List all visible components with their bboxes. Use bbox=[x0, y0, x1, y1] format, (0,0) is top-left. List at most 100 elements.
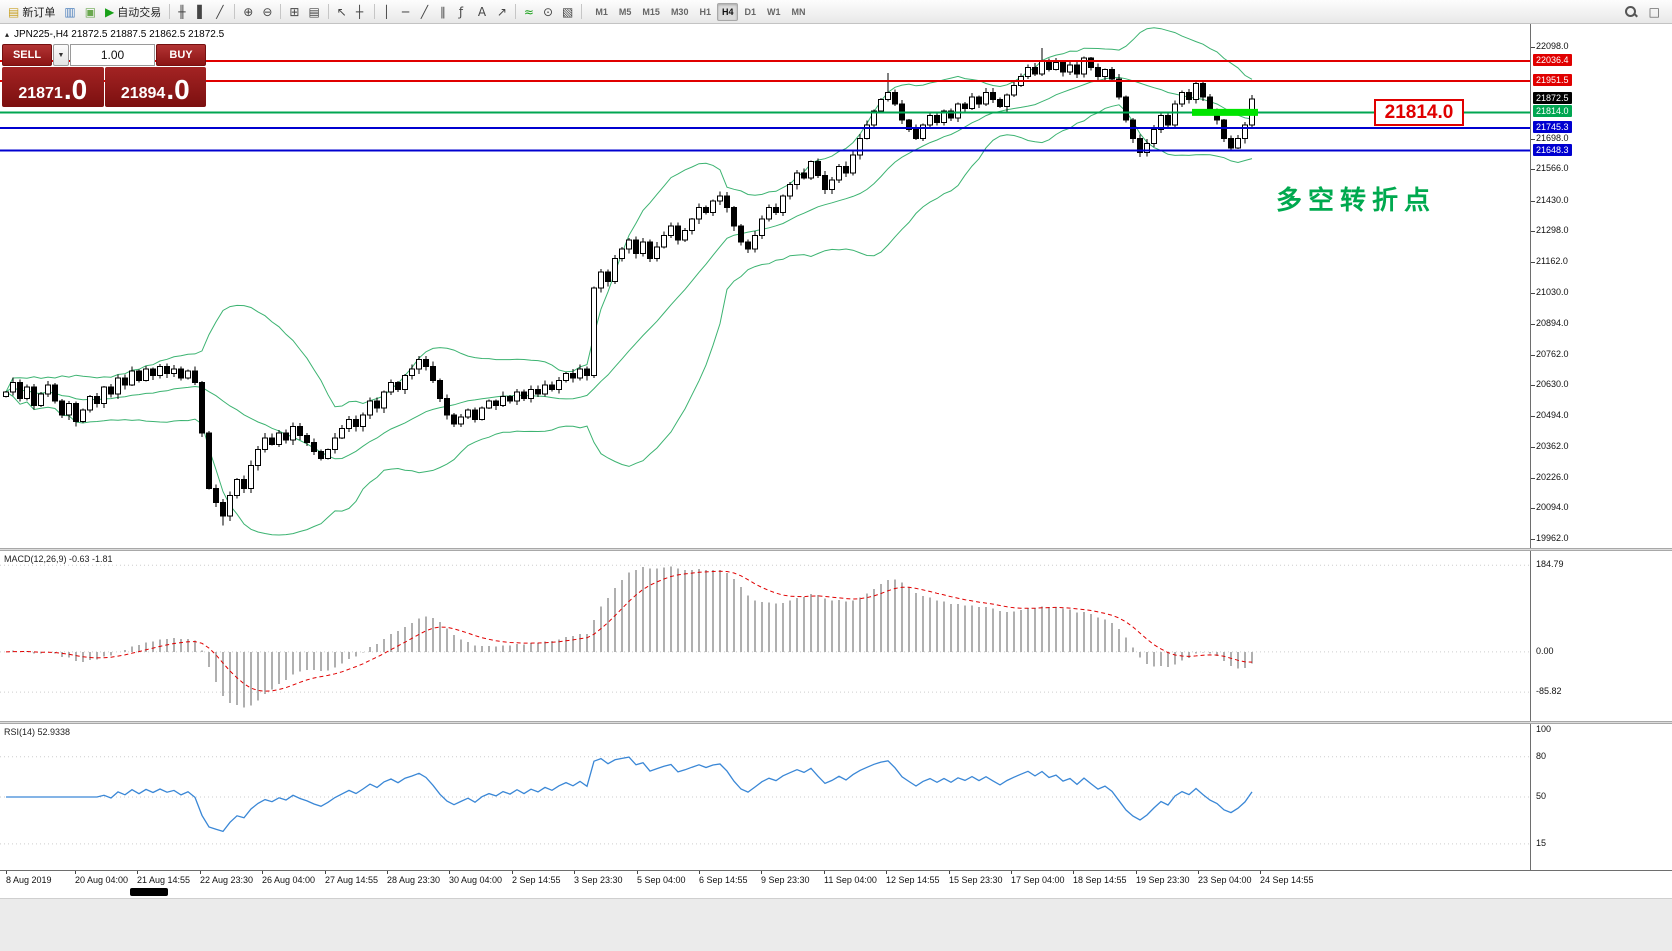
time-axis-tick bbox=[262, 871, 263, 874]
rsi-label: RSI(14) 52.9338 bbox=[4, 727, 71, 737]
timeframe-m15[interactable]: M15 bbox=[642, 6, 660, 17]
price-axis-tick bbox=[1531, 447, 1535, 448]
horizontal-line-button[interactable]: ─ bbox=[398, 2, 416, 22]
vertical-line-button[interactable]: │ bbox=[379, 2, 397, 22]
rsi-panel-splitter[interactable] bbox=[0, 721, 1672, 724]
timeframe-m30[interactable]: M30 bbox=[670, 6, 689, 17]
search-button[interactable] bbox=[1620, 2, 1641, 22]
macd-panel-splitter[interactable] bbox=[0, 548, 1672, 551]
bar-chart-mode-button[interactable]: ╫ bbox=[174, 2, 192, 22]
price-axis-label: 20226.0 bbox=[1536, 471, 1569, 482]
cascade-windows-button[interactable]: ▤ bbox=[304, 2, 323, 22]
autotrading-button[interactable]: ▶ 自动交易 bbox=[101, 2, 165, 22]
cursor-button[interactable]: ↖ bbox=[333, 2, 351, 22]
time-axis-tick bbox=[1260, 871, 1261, 874]
trendline-button[interactable]: ╱ bbox=[417, 2, 435, 22]
price-axis-label: 19962.0 bbox=[1536, 532, 1569, 543]
price-level-badge: 22036.4 bbox=[1533, 54, 1572, 67]
time-axis-label: 27 Aug 14:55 bbox=[325, 875, 379, 885]
profiles-button-icon: ▣ bbox=[84, 4, 97, 19]
time-axis-tick bbox=[325, 871, 326, 874]
trade-panel-prices: 21871.0 21894.0 bbox=[2, 67, 206, 107]
templates-button-icon: ▧ bbox=[562, 4, 574, 19]
timeframe-w1[interactable]: W1 bbox=[767, 6, 781, 17]
line-chart-mode-button-icon: ╱ bbox=[216, 4, 224, 19]
channel-button[interactable]: ∥ bbox=[436, 2, 454, 22]
macd-chart[interactable] bbox=[0, 551, 1530, 721]
text-button-icon: A bbox=[477, 4, 487, 19]
toolbar-right-group: □ bbox=[1620, 2, 1668, 22]
tile-windows-button[interactable]: ⊞ bbox=[285, 2, 303, 22]
line-chart-mode-button[interactable]: ╱ bbox=[212, 2, 230, 22]
horizontal-line-button-icon: ─ bbox=[401, 4, 410, 19]
fibonacci-button[interactable]: ƒ bbox=[455, 2, 473, 22]
annotation-text[interactable]: 多空转折点 bbox=[1276, 186, 1437, 216]
chart-ohlc-readout: JPN225-,H4 21872.5 21887.5 21862.5 21872… bbox=[14, 29, 225, 40]
time-axis[interactable]: 8 Aug 2019 20 Aug 04:00 21 Aug 14:55 22 Aug… bbox=[0, 870, 1672, 886]
time-axis-tick bbox=[761, 871, 762, 874]
main-chart[interactable] bbox=[0, 24, 1530, 548]
timeframe-d1[interactable]: D1 bbox=[744, 6, 756, 17]
chart-window-button[interactable]: ▥ bbox=[60, 2, 79, 22]
price-axis-tick bbox=[1531, 139, 1535, 140]
collapse-panel-icon[interactable]: ▴ bbox=[5, 30, 10, 39]
time-axis-tick bbox=[1011, 871, 1012, 874]
timeframe-h4[interactable]: H4 bbox=[716, 2, 739, 21]
text-button[interactable]: A bbox=[474, 2, 492, 22]
volume-input[interactable] bbox=[70, 44, 155, 66]
time-axis-label: 11 Sep 04:00 bbox=[824, 875, 877, 885]
rsi-line bbox=[6, 756, 1253, 833]
timeframe-m1[interactable]: M1 bbox=[595, 6, 608, 17]
new-order-button[interactable]: ▤ 新订单 bbox=[4, 2, 59, 22]
price-axis-label: 20630.0 bbox=[1536, 378, 1569, 389]
rsi-chart[interactable] bbox=[0, 724, 1530, 870]
autotrading-button-label: 自动交易 bbox=[117, 6, 162, 19]
arrow-tool-button[interactable]: ↗ bbox=[493, 2, 511, 22]
periods-button[interactable]: ⊙ bbox=[539, 2, 557, 22]
chart-scrollbar bbox=[0, 886, 1672, 898]
time-axis-tick bbox=[387, 871, 388, 874]
buy-button[interactable]: BUY bbox=[156, 44, 206, 66]
scrollbar-thumb[interactable] bbox=[130, 888, 168, 896]
time-axis-label: 17 Sep 04:00 bbox=[1011, 875, 1065, 885]
price-axis-label: 20362.0 bbox=[1536, 440, 1569, 451]
horizontal-level-lines[interactable] bbox=[0, 60, 1530, 152]
price-axis-tick bbox=[1531, 508, 1535, 509]
time-axis-tick bbox=[1073, 871, 1074, 874]
crosshair-button[interactable]: ┼ bbox=[352, 2, 370, 22]
sell-price-frac: .0 bbox=[63, 74, 88, 106]
price-axis-label: 0.00 bbox=[1536, 645, 1554, 656]
zoom-out-button[interactable]: ⊖ bbox=[258, 2, 276, 22]
candlestick-mode-button[interactable]: ▌ bbox=[193, 2, 211, 22]
timeframe-h1[interactable]: H1 bbox=[699, 6, 711, 17]
new-order-button-label: 新订单 bbox=[22, 6, 56, 19]
price-axis-tick bbox=[1531, 539, 1535, 540]
price-axis-label: -85.82 bbox=[1536, 686, 1562, 697]
macd-label: MACD(12,26,9) -0.63 -1.81 bbox=[4, 554, 113, 564]
buy-price-display[interactable]: 21894.0 bbox=[104, 67, 206, 107]
templates-button[interactable]: ▧ bbox=[558, 2, 577, 22]
new-order-button-icon: ▤ bbox=[8, 4, 20, 19]
sell-price-display[interactable]: 21871.0 bbox=[2, 67, 104, 107]
timeframe-m5[interactable]: M5 bbox=[618, 6, 632, 17]
time-axis-tick bbox=[1136, 871, 1137, 874]
sell-button[interactable]: SELL bbox=[2, 44, 52, 66]
price-axis-label: 21030.0 bbox=[1536, 286, 1569, 297]
timeframe-mn[interactable]: MN bbox=[791, 6, 806, 17]
volume-dropdown-button[interactable]: ▼ bbox=[53, 44, 69, 66]
indicators-button-icon: ≈ bbox=[523, 4, 534, 19]
zoom-in-button[interactable]: ⊕ bbox=[239, 2, 257, 22]
footer-area bbox=[0, 898, 1672, 951]
panel-toggle-button[interactable]: □ bbox=[1645, 2, 1664, 22]
indicators-button[interactable]: ≈ bbox=[520, 2, 538, 22]
buy-price-frac: .0 bbox=[166, 74, 190, 106]
price-axis[interactable]: 22098.0 21698.0 21566.0 21430.0 21298.0 21162… bbox=[1530, 24, 1672, 870]
bar-chart-mode-button-icon: ╫ bbox=[178, 4, 186, 19]
price-callout-box[interactable]: 21814.0 bbox=[1374, 99, 1464, 126]
panel-toggle-button-icon: □ bbox=[1648, 4, 1660, 19]
timeframe-switcher: M1 M5 M15 M30 H1 H4 D1 W1 MN bbox=[590, 2, 810, 21]
buy-price-main: 21894 bbox=[120, 85, 166, 102]
arrow-tool-button-icon: ↗ bbox=[496, 4, 507, 19]
time-axis-tick bbox=[949, 871, 950, 874]
profiles-button[interactable]: ▣ bbox=[81, 2, 100, 22]
